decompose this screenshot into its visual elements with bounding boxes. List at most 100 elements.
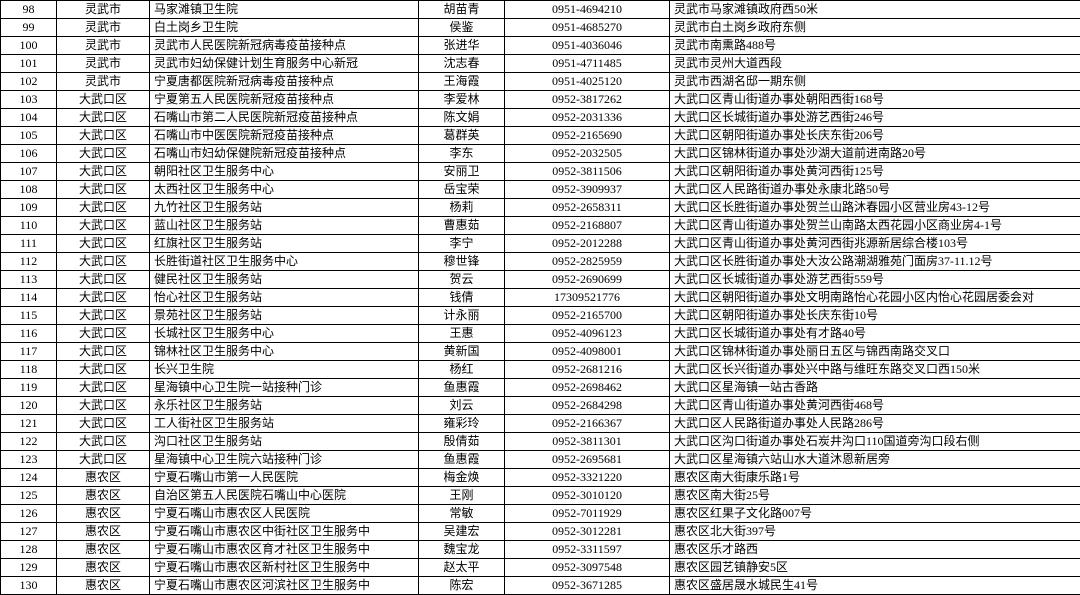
table-row: 107大武口区朝阳社区卫生服务中心安丽卫0952-3811506大武口区朝阳街道… xyxy=(1,163,1080,181)
cell-addr: 惠农区南大街25号 xyxy=(670,487,1080,505)
cell-fac: 长兴卫生院 xyxy=(150,361,419,379)
table-row: 119大武口区星海镇中心卫生院一站接种门诊鱼惠霞0952-2698462大武口区… xyxy=(1,379,1080,397)
cell-addr: 灵武市西湖名邸一期东侧 xyxy=(670,73,1080,91)
cell-addr: 大武口区锦林街道办事处沙湖大道前进南路20号 xyxy=(670,145,1080,163)
cell-seq: 123 xyxy=(1,451,57,469)
cell-phone: 0952-3671285 xyxy=(505,577,670,595)
cell-fac: 灵武市人民医院新冠病毒疫苗接种点 xyxy=(150,37,419,55)
cell-phone: 0952-2681216 xyxy=(505,361,670,379)
cell-fac: 星海镇中心卫生院六站接种门诊 xyxy=(150,451,419,469)
table-row: 106大武口区石嘴山市妇幼保健院新冠疫苗接种点李东0952-2032505大武口… xyxy=(1,145,1080,163)
table-row: 125惠农区自治区第五人民医院石嘴山中心医院王刚0952-3010120惠农区南… xyxy=(1,487,1080,505)
cell-name: 陈文娟 xyxy=(419,109,505,127)
cell-addr: 大武口区青山街道办事处朝阳西街168号 xyxy=(670,91,1080,109)
cell-addr: 大武口区人民路街道办事处人民路286号 xyxy=(670,415,1080,433)
cell-addr: 大武口区青山街道办事处黄河西街兆源新居综合楼103号 xyxy=(670,235,1080,253)
cell-phone: 0952-3909937 xyxy=(505,181,670,199)
table-row: 120大武口区永乐社区卫生服务站刘云0952-2684298大武口区青山街道办事… xyxy=(1,397,1080,415)
table-row: 128惠农区宁夏石嘴山市惠农区育才社区卫生服务中魏宝龙0952-3311597惠… xyxy=(1,541,1080,559)
cell-area: 大武口区 xyxy=(57,91,150,109)
cell-fac: 怡心社区卫生服务站 xyxy=(150,289,419,307)
table-body: 98灵武市马家滩镇卫生院胡苗青0951-4694210灵武市马家滩镇政府西50米… xyxy=(1,1,1080,595)
table-row: 109大武口区九竹社区卫生服务站杨莉0952-2658311大武口区长胜街道办事… xyxy=(1,199,1080,217)
cell-area: 惠农区 xyxy=(57,523,150,541)
cell-phone: 0952-4098001 xyxy=(505,343,670,361)
cell-area: 灵武市 xyxy=(57,37,150,55)
cell-addr: 惠农区盛居晟水城民生41号 xyxy=(670,577,1080,595)
cell-seq: 98 xyxy=(1,1,57,19)
cell-area: 惠农区 xyxy=(57,505,150,523)
cell-addr: 大武口区朝阳街道办事处长庆东街10号 xyxy=(670,307,1080,325)
cell-addr: 大武口区朝阳街道办事处长庆东街206号 xyxy=(670,127,1080,145)
cell-phone: 0952-2690699 xyxy=(505,271,670,289)
cell-phone: 0952-2032505 xyxy=(505,145,670,163)
cell-seq: 115 xyxy=(1,307,57,325)
cell-phone: 0952-2684298 xyxy=(505,397,670,415)
table-row: 111大武口区红旗社区卫生服务站李宁0952-2012288大武口区青山街道办事… xyxy=(1,235,1080,253)
cell-seq: 110 xyxy=(1,217,57,235)
cell-fac: 锦林社区卫生服务中心 xyxy=(150,343,419,361)
cell-seq: 130 xyxy=(1,577,57,595)
cell-seq: 118 xyxy=(1,361,57,379)
cell-area: 灵武市 xyxy=(57,73,150,91)
table-row: 129惠农区宁夏石嘴山市惠农区新村社区卫生服务中赵太平0952-3097548惠… xyxy=(1,559,1080,577)
cell-seq: 117 xyxy=(1,343,57,361)
cell-name: 陈宏 xyxy=(419,577,505,595)
table-row: 99灵武市白土岗乡卫生院侯鉴0951-4685270灵武市白土岗乡政府东侧 xyxy=(1,19,1080,37)
cell-addr: 灵武市马家滩镇政府西50米 xyxy=(670,1,1080,19)
cell-name: 王刚 xyxy=(419,487,505,505)
cell-name: 杨红 xyxy=(419,361,505,379)
cell-seq: 114 xyxy=(1,289,57,307)
cell-name: 沈志春 xyxy=(419,55,505,73)
cell-fac: 石嘴山市妇幼保健院新冠疫苗接种点 xyxy=(150,145,419,163)
cell-name: 殷倩茹 xyxy=(419,433,505,451)
table-row: 108大武口区太西社区卫生服务中心岳宝荣0952-3909937大武口区人民路街… xyxy=(1,181,1080,199)
table-row: 100灵武市灵武市人民医院新冠病毒疫苗接种点张进华0951-4036046灵武市… xyxy=(1,37,1080,55)
cell-name: 李宁 xyxy=(419,235,505,253)
cell-addr: 灵武市灵州大道西段 xyxy=(670,55,1080,73)
cell-fac: 宁夏石嘴山市惠农区人民医院 xyxy=(150,505,419,523)
table-row: 126惠农区宁夏石嘴山市惠农区人民医院常敏0952-7011929惠农区红果子文… xyxy=(1,505,1080,523)
cell-phone: 0952-2165690 xyxy=(505,127,670,145)
cell-area: 大武口区 xyxy=(57,181,150,199)
cell-addr: 大武口区星海镇六站山水大道沐恩新居旁 xyxy=(670,451,1080,469)
cell-fac: 自治区第五人民医院石嘴山中心医院 xyxy=(150,487,419,505)
cell-fac: 永乐社区卫生服务站 xyxy=(150,397,419,415)
cell-area: 惠农区 xyxy=(57,469,150,487)
cell-name: 穆世锋 xyxy=(419,253,505,271)
cell-fac: 宁夏石嘴山市第一人民医院 xyxy=(150,469,419,487)
cell-seq: 120 xyxy=(1,397,57,415)
cell-area: 大武口区 xyxy=(57,379,150,397)
cell-seq: 122 xyxy=(1,433,57,451)
cell-fac: 九竹社区卫生服务站 xyxy=(150,199,419,217)
cell-fac: 沟口社区卫生服务站 xyxy=(150,433,419,451)
cell-name: 常敏 xyxy=(419,505,505,523)
cell-area: 灵武市 xyxy=(57,1,150,19)
cell-fac: 宁夏石嘴山市惠农区中街社区卫生服务中 xyxy=(150,523,419,541)
cell-seq: 106 xyxy=(1,145,57,163)
cell-area: 大武口区 xyxy=(57,397,150,415)
cell-addr: 大武口区人民路街道办事处永康北路50号 xyxy=(670,181,1080,199)
cell-area: 大武口区 xyxy=(57,307,150,325)
cell-area: 大武口区 xyxy=(57,415,150,433)
cell-seq: 126 xyxy=(1,505,57,523)
cell-name: 侯鉴 xyxy=(419,19,505,37)
cell-phone: 0952-2166367 xyxy=(505,415,670,433)
cell-seq: 113 xyxy=(1,271,57,289)
cell-area: 大武口区 xyxy=(57,217,150,235)
cell-fac: 健民社区卫生服务站 xyxy=(150,271,419,289)
table-row: 121大武口区工人街社区卫生服务站雍彩玲0952-2166367大武口区人民路街… xyxy=(1,415,1080,433)
table-row: 122大武口区沟口社区卫生服务站殷倩茹0952-3811301大武口区沟口街道办… xyxy=(1,433,1080,451)
facilities-table: 98灵武市马家滩镇卫生院胡苗青0951-4694210灵武市马家滩镇政府西50米… xyxy=(0,0,1080,595)
cell-addr: 惠农区南大街康乐路1号 xyxy=(670,469,1080,487)
cell-phone: 0952-3811506 xyxy=(505,163,670,181)
cell-addr: 灵武市白土岗乡政府东侧 xyxy=(670,19,1080,37)
cell-phone: 0952-2695681 xyxy=(505,451,670,469)
cell-phone: 0951-4711485 xyxy=(505,55,670,73)
table-row: 103大武口区宁夏第五人民医院新冠疫苗接种点李爱林0952-3817262大武口… xyxy=(1,91,1080,109)
cell-phone: 0952-3817262 xyxy=(505,91,670,109)
cell-name: 钱倩 xyxy=(419,289,505,307)
cell-phone: 0952-3010120 xyxy=(505,487,670,505)
cell-phone: 0952-2698462 xyxy=(505,379,670,397)
cell-addr: 大武口区长胜街道办事处大汝公路潮湖雅苑门面房37-11.12号 xyxy=(670,253,1080,271)
